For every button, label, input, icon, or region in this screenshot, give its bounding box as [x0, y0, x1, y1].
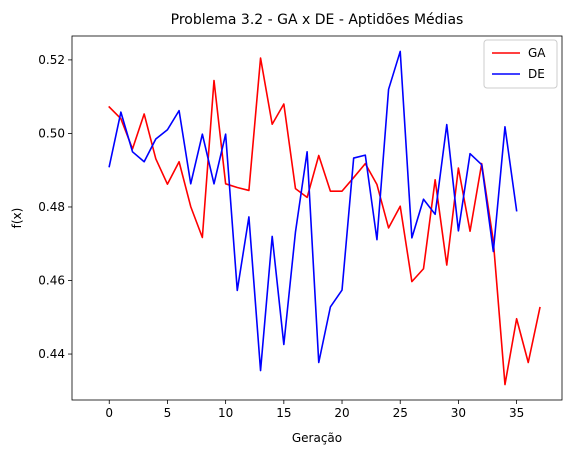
legend-label-ga: GA: [528, 46, 546, 60]
y-tick-label: 0.46: [38, 274, 65, 288]
plot-lines: [108, 50, 541, 386]
y-tick-label: 0.52: [38, 53, 65, 67]
legend-box: [483, 39, 558, 89]
legend-label-de: DE: [528, 67, 545, 81]
y-axis-ticks: 0.44 0.46 0.48 0.50 0.52: [38, 53, 72, 361]
x-axis-ticks: 0 5 10 15 20 25 30 35: [105, 400, 524, 420]
x-tick-label: 5: [164, 406, 172, 420]
x-tick-label: 10: [218, 406, 233, 420]
x-tick-label: 30: [451, 406, 466, 420]
chart-title: Problema 3.2 - GA x DE - Aptidões Médias: [171, 12, 464, 28]
y-tick-label: 0.50: [38, 126, 65, 140]
x-tick-label: 0: [105, 406, 113, 420]
x-tick-label: 20: [334, 406, 349, 420]
x-tick-label: 35: [509, 406, 524, 420]
x-axis-label: Geração: [292, 431, 342, 445]
plot-frame: [71, 35, 563, 401]
y-axis-label: f(x): [10, 208, 24, 229]
series-line-ga: [108, 57, 541, 386]
series-line-de: [108, 50, 518, 372]
y-tick-label: 0.48: [38, 200, 65, 214]
legend: GA DE: [483, 39, 558, 89]
x-tick-label: 25: [393, 406, 408, 420]
y-tick-label: 0.44: [38, 347, 65, 361]
x-tick-label: 15: [276, 406, 291, 420]
